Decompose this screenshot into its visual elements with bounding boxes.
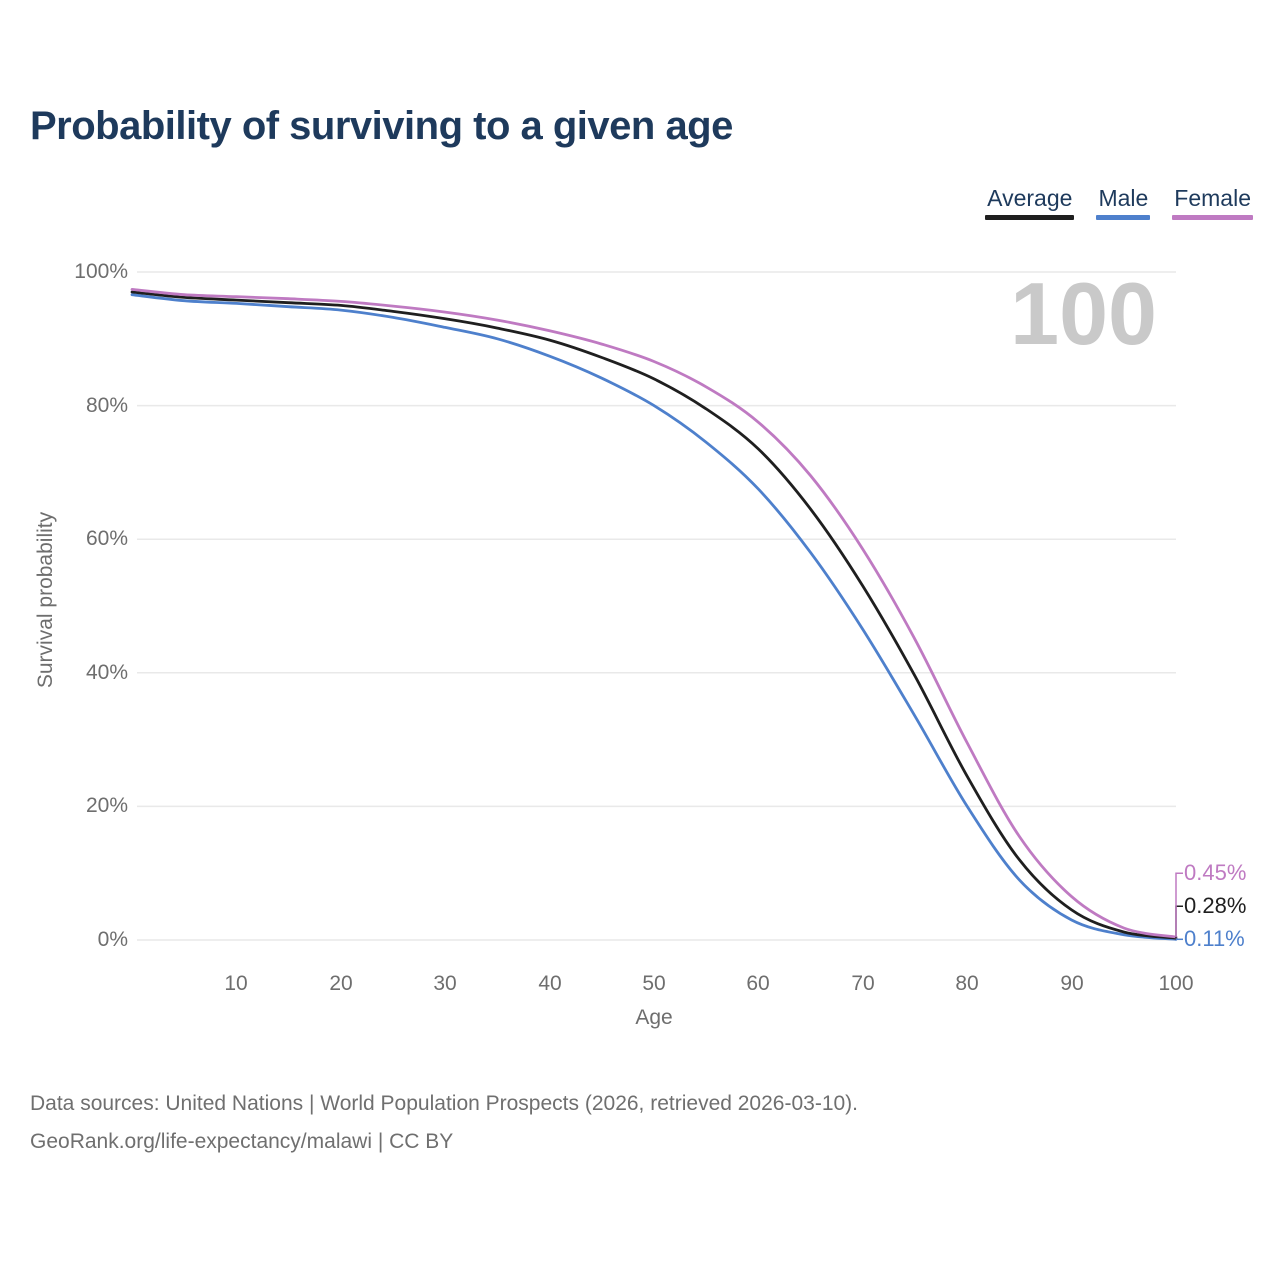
y-tick-label-100: 100%	[74, 260, 128, 283]
x-tick-label-50: 50	[642, 972, 666, 995]
legend-item-female: Female	[1172, 185, 1253, 220]
age-watermark: 100	[1010, 264, 1157, 363]
x-tick-label-90: 90	[1060, 972, 1084, 995]
footer-sources: Data sources: United Nations | World Pop…	[30, 1092, 859, 1115]
x-tick-label-30: 30	[433, 972, 457, 995]
legend-swatch-average	[985, 215, 1075, 220]
x-tick-label-80: 80	[955, 972, 979, 995]
x-axis-title: Age	[635, 1006, 673, 1029]
end-label-leader-average	[1175, 905, 1183, 939]
legend-label-female: Female	[1174, 185, 1251, 211]
y-tick-label-60: 60%	[85, 527, 128, 550]
chart-title: Probability of surviving to a given age	[30, 104, 733, 148]
x-tick-label-40: 40	[538, 972, 562, 995]
legend-item-average: Average	[985, 185, 1075, 220]
y-tick-label-0: 0%	[97, 928, 128, 951]
line-female	[130, 288, 1178, 939]
x-tick-label-60: 60	[746, 972, 770, 995]
footer: Data sources: United Nations | World Pop…	[30, 1085, 858, 1161]
end-label-male: 0.11%	[1184, 926, 1245, 951]
legend: Average Male Female	[985, 185, 1253, 220]
x-tick-label-70: 70	[851, 972, 875, 995]
y-tick-label-20: 20%	[85, 794, 128, 817]
x-tick-label-10: 10	[224, 972, 248, 995]
y-tick-label-40: 40%	[85, 661, 128, 684]
y-tick-label-80: 80%	[85, 394, 128, 417]
footer-attribution: GeoRank.org/life-expectancy/malawi | CC …	[30, 1130, 454, 1153]
end-label-female: 0.45%	[1184, 860, 1247, 885]
line-average	[130, 290, 1178, 940]
x-tick-label-100: 100	[1158, 972, 1194, 995]
legend-label-average: Average	[987, 185, 1073, 211]
end-label-leader-female	[1175, 872, 1183, 937]
legend-item-male: Male	[1096, 185, 1151, 220]
end-label-average: 0.28%	[1184, 893, 1247, 918]
legend-label-male: Male	[1098, 185, 1149, 211]
x-tick-label-20: 20	[329, 972, 353, 995]
legend-swatch-female	[1172, 215, 1253, 220]
legend-swatch-male	[1096, 215, 1151, 220]
line-male	[130, 293, 1178, 941]
